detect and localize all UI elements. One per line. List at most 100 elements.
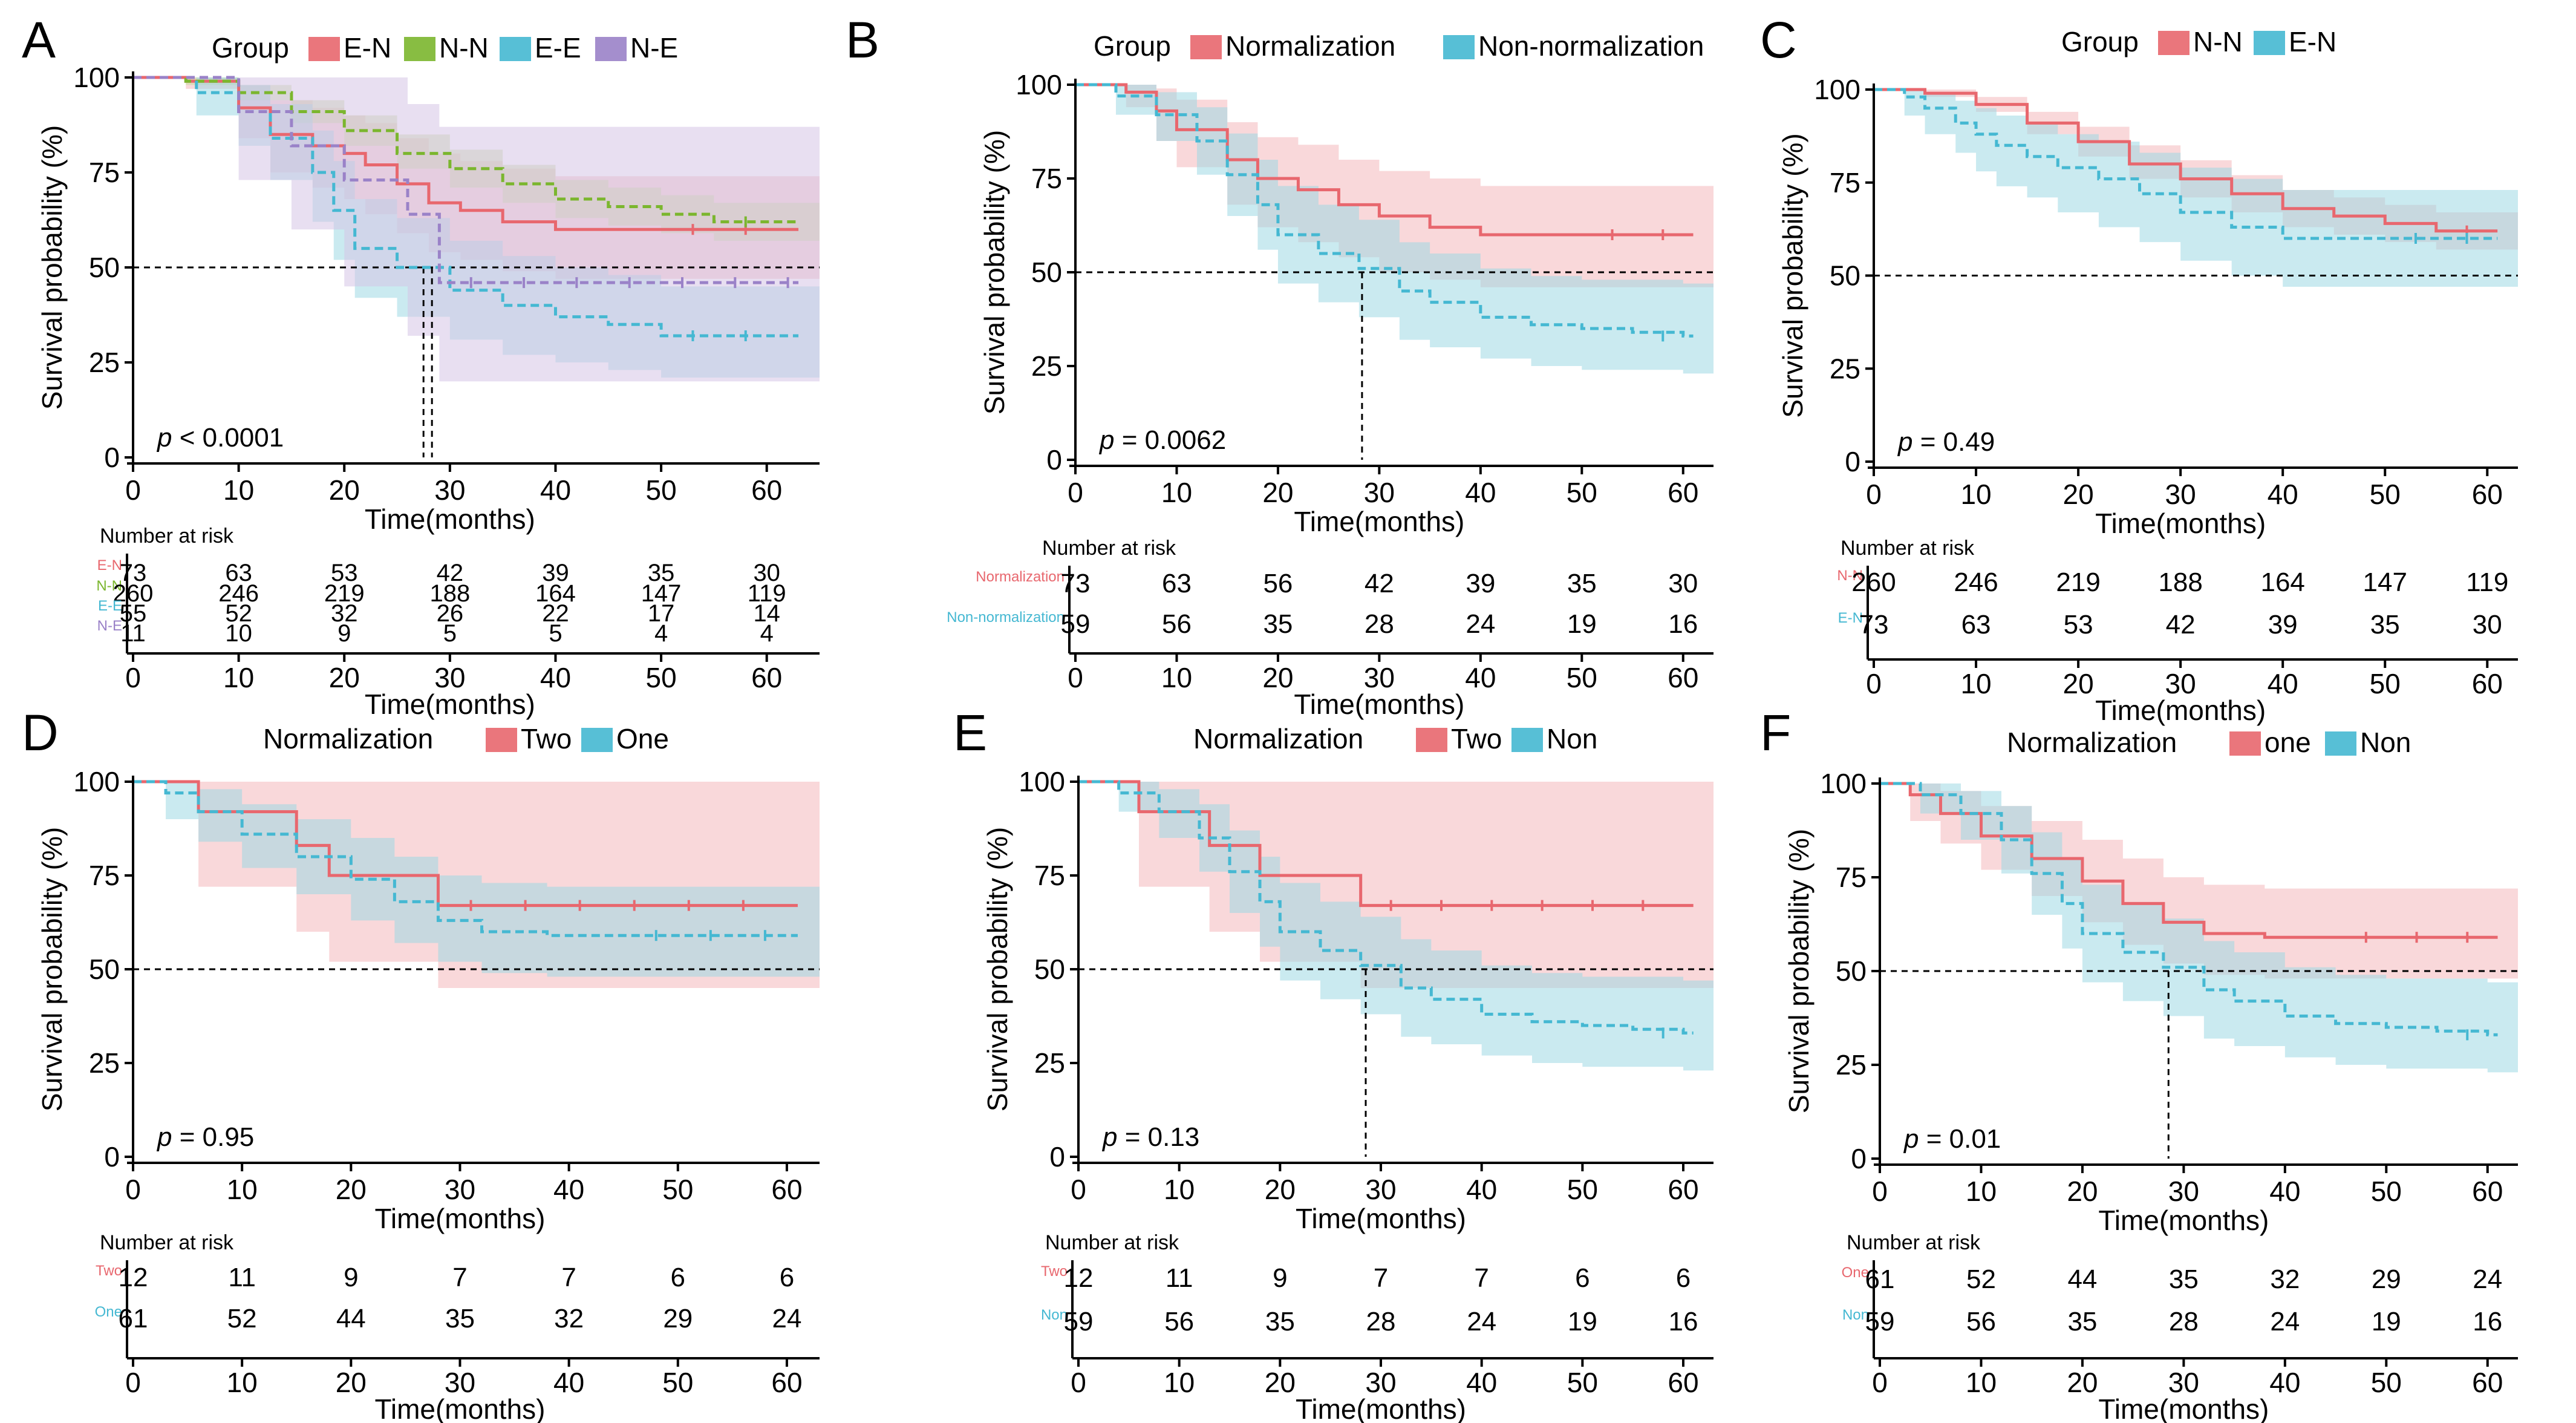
risk-x-axis-title: Time(months) xyxy=(2098,1393,2269,1423)
risk-x-tick-label: 40 xyxy=(2269,1367,2300,1398)
risk-x-tick-label: 20 xyxy=(1262,662,1293,693)
risk-x-tick-label: 20 xyxy=(336,1367,367,1398)
legend-label: N-E xyxy=(630,32,678,64)
risk-count: 52 xyxy=(225,600,252,627)
legend-label: Non-normalization xyxy=(1478,30,1704,62)
risk-row-label: Normalization xyxy=(976,569,1065,585)
risk-count: 35 xyxy=(2067,1307,2097,1336)
risk-row-label: Non xyxy=(1041,1307,1068,1323)
x-tick-label: 50 xyxy=(2370,479,2401,510)
p-value-symbol: p xyxy=(1897,427,1912,457)
risk-count: 53 xyxy=(2064,610,2093,640)
risk-count: 9 xyxy=(337,620,351,647)
risk-x-tick-label: 20 xyxy=(329,662,360,693)
risk-x-tick-label: 60 xyxy=(1668,662,1698,693)
risk-x-tick-label: 50 xyxy=(1567,1367,1598,1398)
legend-swatch-non xyxy=(1511,728,1543,752)
risk-count: 56 xyxy=(1263,569,1293,598)
risk-count: 56 xyxy=(1966,1307,1996,1336)
legend-label: one xyxy=(2265,727,2311,758)
risk-count: 19 xyxy=(1568,1307,1597,1336)
p-value-text: = 0.49 xyxy=(1912,427,1995,457)
risk-row-label: Non-normalization xyxy=(947,609,1065,626)
x-tick-label: 20 xyxy=(336,1174,367,1205)
y-axis-title: Survival probability (%) xyxy=(36,125,68,410)
legend-swatch-two xyxy=(486,728,517,752)
risk-x-tick-label: 10 xyxy=(1161,662,1192,693)
risk-count: 9 xyxy=(344,1263,358,1292)
legend-swatch-n-n xyxy=(404,37,435,61)
panel-letter: B xyxy=(846,11,879,68)
legend-label: Non xyxy=(1547,723,1597,754)
legend-label: E-N xyxy=(344,32,391,64)
x-tick-label: 20 xyxy=(1262,477,1293,508)
risk-count: 188 xyxy=(2158,568,2202,597)
risk-count: 26 xyxy=(437,600,464,627)
risk-count: 55 xyxy=(120,600,147,627)
legend-swatch-one xyxy=(581,728,613,752)
x-axis-title: Time(months) xyxy=(1296,1203,1466,1234)
y-tick-label: 75 xyxy=(1031,163,1062,194)
legend-title: Group xyxy=(1094,30,1171,62)
risk-x-tick-label: 60 xyxy=(2472,668,2503,699)
legend-label: N-N xyxy=(439,32,489,64)
risk-count: 59 xyxy=(1064,1307,1094,1336)
risk-row-label: N-N xyxy=(1837,568,1863,584)
legend-label: Two xyxy=(1451,723,1502,754)
y-tick-label: 75 xyxy=(89,860,120,891)
risk-count: 147 xyxy=(641,580,682,607)
survival-curve-two xyxy=(1078,780,1694,908)
x-tick-label: 0 xyxy=(125,474,141,506)
x-tick-label: 10 xyxy=(223,474,254,506)
y-tick-label: 100 xyxy=(1814,74,1860,105)
risk-table-title: Number at risk xyxy=(1841,537,1975,560)
risk-count: 188 xyxy=(429,580,470,607)
panel-letter: A xyxy=(22,11,56,68)
risk-x-tick-label: 20 xyxy=(2063,668,2094,699)
risk-count: 16 xyxy=(2473,1307,2502,1336)
survival-curve-n-e xyxy=(133,76,799,284)
risk-count: 39 xyxy=(2268,610,2298,640)
p-value-text: = 0.13 xyxy=(1117,1122,1199,1152)
risk-count: 164 xyxy=(2260,568,2304,597)
risk-count: 35 xyxy=(648,560,675,586)
risk-count: 35 xyxy=(2169,1264,2199,1294)
ci-band-one xyxy=(133,782,820,977)
risk-x-tick-label: 0 xyxy=(1068,662,1083,693)
x-tick-label: 60 xyxy=(1668,1174,1698,1205)
panel-letter: C xyxy=(1760,11,1797,68)
y-tick-label: 25 xyxy=(1034,1047,1065,1079)
y-tick-label: 75 xyxy=(1836,862,1867,893)
risk-count: 53 xyxy=(331,560,358,586)
risk-count: 44 xyxy=(2067,1264,2097,1294)
legend: Normalization Two Non xyxy=(1193,723,1597,754)
risk-count: 22 xyxy=(542,600,569,627)
risk-count: 6 xyxy=(671,1263,685,1292)
legend-label: Two xyxy=(521,723,572,754)
x-tick-label: 40 xyxy=(540,474,571,506)
risk-count: 119 xyxy=(2466,568,2508,597)
risk-count: 260 xyxy=(113,580,154,607)
risk-count: 17 xyxy=(648,600,675,627)
p-value: p = 0.01 xyxy=(1903,1124,2001,1154)
risk-count: 9 xyxy=(1273,1263,1287,1293)
survival-curve-n-n xyxy=(1874,88,2498,233)
risk-x-tick-label: 50 xyxy=(2371,1367,2402,1398)
x-tick-label: 40 xyxy=(1466,1174,1497,1205)
p-value-symbol: p xyxy=(1903,1124,1919,1154)
risk-count: 42 xyxy=(2166,610,2196,640)
legend: Group N-N E-N xyxy=(2061,26,2336,57)
risk-count: 5 xyxy=(549,620,562,647)
legend-title: Normalization xyxy=(2007,727,2177,758)
risk-count: 7 xyxy=(561,1263,576,1292)
p-value: p < 0.0001 xyxy=(156,423,284,453)
x-tick-label: 60 xyxy=(2472,1176,2503,1207)
risk-count: 119 xyxy=(748,580,786,607)
y-tick-label: 25 xyxy=(1836,1049,1867,1081)
x-tick-label: 30 xyxy=(2165,479,2196,510)
